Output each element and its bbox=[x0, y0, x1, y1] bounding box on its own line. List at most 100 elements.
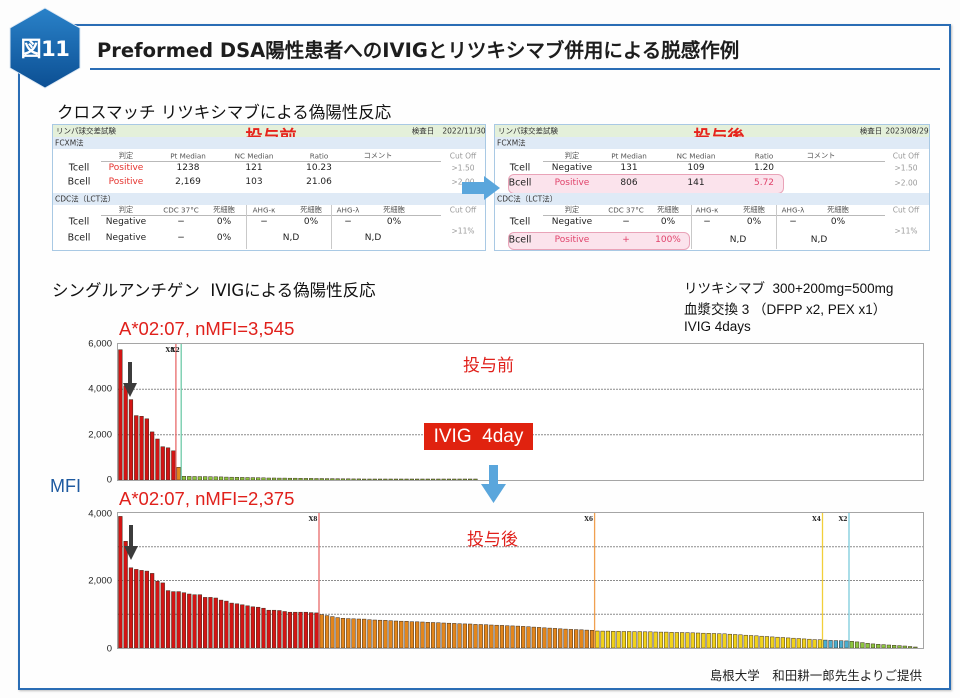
ratio: 21.06 bbox=[306, 177, 332, 187]
bar bbox=[542, 627, 547, 648]
bar bbox=[457, 623, 462, 648]
bar bbox=[574, 629, 579, 648]
bar bbox=[324, 478, 330, 480]
fcxm-band bbox=[495, 137, 929, 149]
column-divider bbox=[331, 205, 332, 249]
y-tick: 0 bbox=[106, 474, 112, 486]
dead-cells: 0% bbox=[303, 217, 319, 227]
judgement: Negative bbox=[551, 163, 593, 173]
bar bbox=[197, 594, 202, 648]
bar bbox=[150, 573, 155, 648]
bar bbox=[245, 477, 250, 480]
cutoff: >1.50 bbox=[894, 163, 918, 173]
judgement: Positive bbox=[554, 178, 590, 188]
bar bbox=[489, 624, 494, 648]
bar bbox=[155, 580, 160, 648]
svg-text:X8: X8 bbox=[309, 516, 318, 523]
bar bbox=[123, 385, 128, 480]
bar bbox=[632, 631, 637, 648]
bar bbox=[828, 640, 833, 648]
bar bbox=[171, 450, 176, 480]
pt-median: 1238 bbox=[176, 163, 200, 173]
bar bbox=[208, 476, 213, 480]
cdc-section-label: CDC法（LCT法） bbox=[497, 194, 558, 204]
bar bbox=[685, 632, 690, 648]
bar bbox=[404, 478, 409, 480]
bar bbox=[399, 620, 404, 648]
bar bbox=[727, 633, 732, 648]
bar bbox=[240, 604, 245, 648]
bar bbox=[627, 631, 632, 648]
bar bbox=[144, 570, 149, 648]
bar bbox=[377, 619, 383, 648]
bar bbox=[839, 640, 844, 648]
chart-annotation-after: A*02:07, nMFI=2,375 bbox=[119, 488, 295, 509]
cdc-37c: − bbox=[177, 233, 185, 243]
header-divider bbox=[101, 215, 441, 216]
bar bbox=[261, 477, 266, 480]
bar bbox=[181, 476, 187, 480]
bar bbox=[415, 478, 420, 480]
col-header: Ratio bbox=[754, 151, 774, 161]
bar bbox=[420, 478, 425, 480]
bar bbox=[388, 478, 393, 480]
bar bbox=[234, 603, 240, 648]
col-header: コメント bbox=[363, 151, 393, 160]
bar bbox=[203, 476, 208, 480]
bar bbox=[181, 592, 187, 648]
bar bbox=[690, 632, 695, 648]
mfi-bar-chart-after: X8 X6 X4 X2 bbox=[117, 512, 924, 649]
bar bbox=[303, 611, 308, 648]
cdc-37c: − bbox=[622, 217, 630, 227]
column-divider bbox=[776, 205, 777, 249]
row-label: Tcell bbox=[68, 162, 90, 174]
bar bbox=[865, 643, 870, 648]
bar bbox=[605, 630, 611, 648]
dead-cells: 0% bbox=[386, 217, 402, 227]
highlight-bcell-fcxm bbox=[508, 174, 784, 194]
test-date: 2023/08/29 bbox=[885, 126, 929, 136]
col-header: 判定 bbox=[118, 205, 134, 214]
bar bbox=[224, 600, 229, 648]
bar bbox=[298, 478, 303, 480]
bar bbox=[833, 640, 838, 648]
bar bbox=[118, 516, 123, 648]
single-antigen-section-title: シングルアンチゲン IVIGによる偽陽性反応 bbox=[52, 281, 376, 300]
test-name: リンパ球交差試験 bbox=[498, 126, 558, 136]
bar bbox=[218, 599, 224, 648]
bar bbox=[314, 478, 319, 480]
bar bbox=[314, 612, 319, 648]
judgement: Positive bbox=[108, 177, 144, 187]
bar bbox=[271, 477, 277, 480]
col-header: 死細胞 bbox=[657, 205, 679, 214]
col-header: CDC 37°C bbox=[163, 205, 199, 215]
bar bbox=[277, 610, 282, 648]
bar bbox=[759, 635, 764, 648]
col-header: 死細胞 bbox=[213, 205, 235, 214]
table-header-band bbox=[495, 125, 929, 137]
bar bbox=[680, 632, 685, 648]
bar bbox=[356, 618, 361, 648]
ratio: 10.23 bbox=[306, 163, 332, 173]
row-label: Bcell bbox=[67, 176, 91, 188]
bar bbox=[711, 633, 717, 648]
bar bbox=[256, 606, 261, 648]
bar bbox=[674, 632, 679, 648]
bar bbox=[139, 570, 144, 648]
bar bbox=[664, 631, 669, 648]
highlight-bcell-cdc bbox=[508, 232, 690, 250]
y-tick: 2,000 bbox=[88, 429, 112, 441]
col-header-cutoff: Cut Off bbox=[892, 205, 920, 215]
chart-annotation-before: A*02:07, nMFI=3,545 bbox=[119, 318, 295, 339]
bar bbox=[234, 477, 240, 480]
bar bbox=[547, 627, 552, 648]
dead-cells: 0% bbox=[216, 233, 232, 243]
bar bbox=[462, 623, 467, 648]
bar bbox=[213, 597, 218, 648]
bar bbox=[786, 637, 791, 648]
ivig-4day-label: IVIG 4day bbox=[424, 423, 533, 450]
pt-median: 131 bbox=[620, 163, 638, 173]
bar bbox=[229, 476, 234, 480]
bar bbox=[160, 582, 165, 648]
date-label: 検査日 bbox=[859, 126, 883, 136]
